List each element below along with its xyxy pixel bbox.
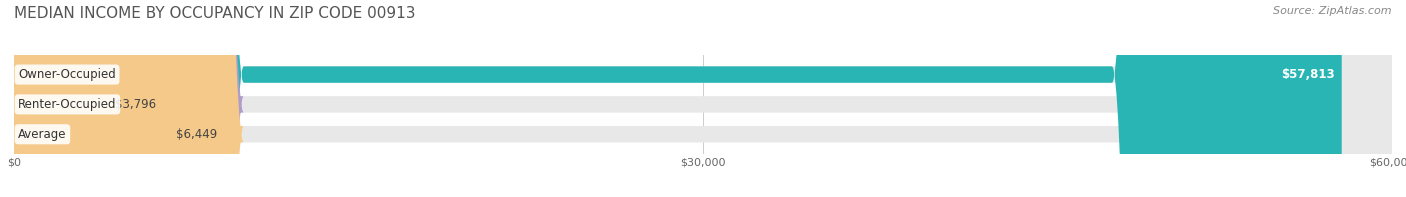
FancyBboxPatch shape	[0, 0, 243, 197]
FancyBboxPatch shape	[0, 0, 243, 197]
FancyBboxPatch shape	[14, 0, 1392, 197]
Text: $57,813: $57,813	[1281, 68, 1334, 81]
FancyBboxPatch shape	[14, 0, 1341, 197]
Text: $3,796: $3,796	[115, 98, 156, 111]
Text: MEDIAN INCOME BY OCCUPANCY IN ZIP CODE 00913: MEDIAN INCOME BY OCCUPANCY IN ZIP CODE 0…	[14, 6, 416, 21]
Text: Source: ZipAtlas.com: Source: ZipAtlas.com	[1274, 6, 1392, 16]
Text: Renter-Occupied: Renter-Occupied	[18, 98, 117, 111]
FancyBboxPatch shape	[14, 0, 1392, 197]
Text: Average: Average	[18, 128, 66, 141]
Text: Owner-Occupied: Owner-Occupied	[18, 68, 115, 81]
Text: $6,449: $6,449	[176, 128, 217, 141]
FancyBboxPatch shape	[14, 0, 1392, 197]
